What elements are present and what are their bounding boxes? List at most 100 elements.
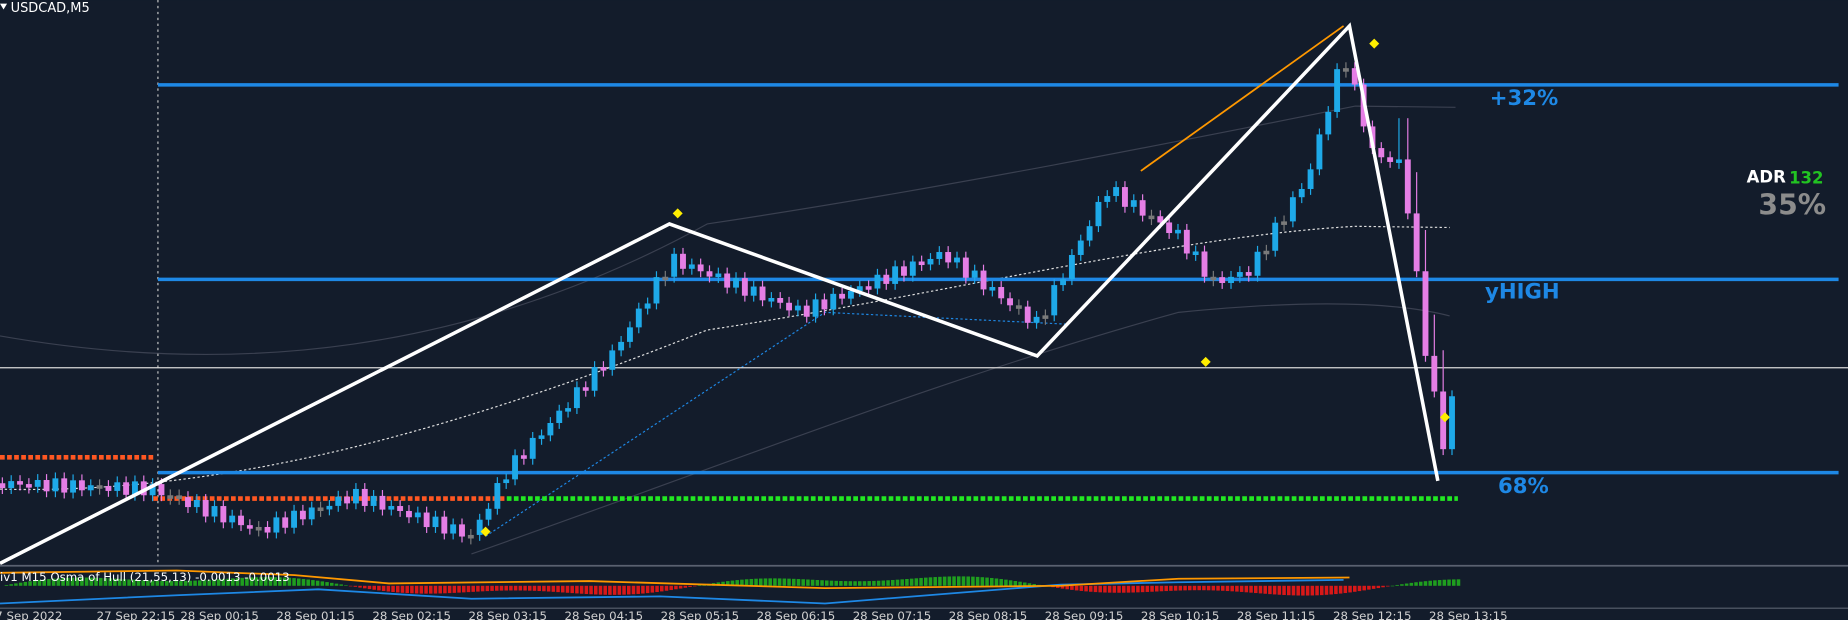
histogram-bar [631, 585, 636, 595]
histogram-bar [490, 585, 494, 591]
histogram-bar [1230, 585, 1234, 592]
candle-body [927, 258, 934, 265]
candle-body [406, 510, 412, 518]
histogram-bar [1386, 585, 1390, 587]
candle-body [361, 488, 368, 506]
histogram-bar [80, 577, 84, 586]
histogram-bar [28, 581, 32, 586]
histogram-bar [763, 578, 768, 586]
histogram-bar [914, 578, 919, 586]
histogram-bar [820, 580, 824, 586]
histogram-bar [678, 585, 683, 589]
histogram-bar [622, 585, 626, 595]
candle-body [255, 526, 262, 531]
histogram-bar [1329, 585, 1333, 595]
histogram-bar [891, 579, 895, 586]
candle-body [635, 308, 642, 328]
histogram-bar [476, 585, 480, 592]
histogram-bar [1155, 585, 1159, 592]
candle-body [43, 480, 50, 492]
time-label: 28 Sep 11:15 [1237, 609, 1316, 620]
histogram-bar [410, 585, 414, 594]
histogram-bar [391, 585, 395, 593]
histogram-bar [1060, 585, 1065, 589]
histogram-bar [155, 580, 160, 586]
candle-body [547, 422, 554, 436]
histogram-bar [537, 585, 541, 592]
histogram-bar [1381, 585, 1385, 588]
candle-body [1228, 276, 1234, 283]
candle-body [1183, 229, 1190, 254]
histogram-bar [320, 581, 325, 586]
candle-body [1281, 221, 1287, 225]
histogram-bar [801, 579, 805, 586]
candle-body [591, 367, 598, 391]
histogram-bar [457, 585, 461, 593]
histogram-bar [1282, 585, 1286, 596]
candle-body [1148, 215, 1155, 220]
candle-body [971, 270, 978, 278]
candle-body [264, 526, 271, 533]
histogram-bar [900, 579, 904, 586]
histogram-bar [471, 585, 475, 592]
histogram-bar [1192, 585, 1197, 591]
symbol-label: USDCAD,M5 [11, 1, 90, 16]
histogram-bar [311, 580, 315, 586]
histogram-bar [292, 578, 296, 586]
histogram-bar [858, 581, 862, 586]
candle-body [1024, 306, 1031, 323]
histogram-bar [1310, 585, 1315, 596]
histogram-bar [99, 577, 103, 586]
histogram-bar [1225, 585, 1230, 592]
histogram-bar [641, 585, 645, 594]
histogram-bar [1433, 580, 1437, 586]
histogram-bar [636, 585, 640, 594]
candle-body [70, 480, 77, 493]
candle-body [529, 437, 536, 459]
candle-body [1086, 226, 1093, 241]
histogram-bar [509, 585, 513, 591]
histogram-bar [1353, 585, 1357, 592]
histogram-bar [386, 585, 391, 592]
histogram-bar [504, 585, 508, 591]
candle-body [149, 484, 156, 496]
histogram-bar [51, 578, 56, 586]
histogram-bar [443, 585, 447, 594]
candle-body [520, 455, 527, 459]
histogram-bar [141, 580, 145, 586]
histogram-bar [1442, 579, 1447, 586]
histogram-bar [193, 580, 197, 586]
histogram-bar [1343, 585, 1348, 594]
candle-body [220, 506, 227, 523]
histogram-bar [528, 585, 532, 591]
histogram-bar [565, 585, 570, 593]
histogram-bar [1249, 585, 1253, 593]
histogram-bar [1447, 579, 1451, 586]
candle-body [812, 299, 819, 317]
histogram-bar [372, 585, 376, 590]
candle-body [1130, 200, 1137, 207]
candle-body [326, 505, 333, 510]
histogram-bar [1117, 585, 1121, 593]
candle-body [1201, 251, 1208, 277]
candle-body [450, 524, 457, 534]
candle-body [1077, 240, 1084, 255]
histogram-bar [56, 578, 61, 586]
adr-percent: 35% [1758, 188, 1826, 221]
histogram-bar [132, 579, 136, 586]
histogram [4, 576, 1461, 596]
histogram-bar [645, 585, 650, 594]
histogram-bar [1428, 580, 1432, 586]
histogram-bar [1197, 585, 1201, 591]
histogram-bar [815, 579, 820, 586]
menu-arrow[interactable] [0, 3, 8, 10]
histogram-bar [278, 577, 282, 586]
histogram-bar [75, 577, 79, 586]
histogram-bar [872, 580, 876, 586]
marker [1439, 412, 1450, 423]
histogram-bar [862, 581, 867, 586]
histogram-bar [1376, 585, 1381, 589]
candle-body [1007, 298, 1013, 306]
candle-body [1298, 188, 1305, 198]
histogram-bar [306, 579, 310, 586]
